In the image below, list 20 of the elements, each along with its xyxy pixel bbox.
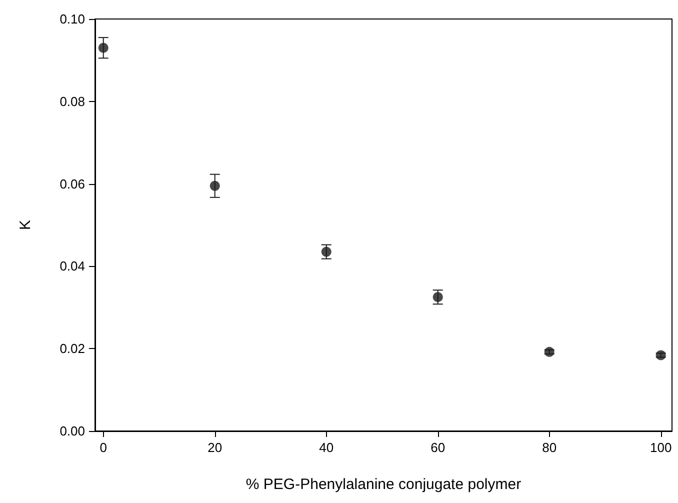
x-tick-label: 40 [319, 440, 334, 455]
x-tick-label: 80 [542, 440, 557, 455]
x-tick-label: 20 [208, 440, 222, 455]
point [432, 292, 443, 302]
y-tick-label: 0.06 [60, 176, 85, 192]
x-tick-label: 0 [100, 440, 107, 455]
y-axis-title: K [17, 220, 34, 230]
x-axis-title: % PEG-Phenylalanine conjugate polymer [246, 476, 522, 493]
x-tick-label: 100 [650, 440, 672, 455]
y-tick-label: 0.02 [60, 341, 85, 356]
point [98, 42, 108, 53]
y-tick-label: 0.04 [60, 258, 85, 274]
point [210, 180, 220, 191]
y-tick-label: 0.10 [60, 12, 85, 26]
point [321, 246, 332, 257]
point [544, 346, 554, 357]
x-tick-label: 60 [430, 440, 446, 455]
y-tick-label: 0.00 [60, 424, 85, 438]
point [656, 350, 666, 360]
y-tick-label: 0.08 [60, 94, 85, 109]
